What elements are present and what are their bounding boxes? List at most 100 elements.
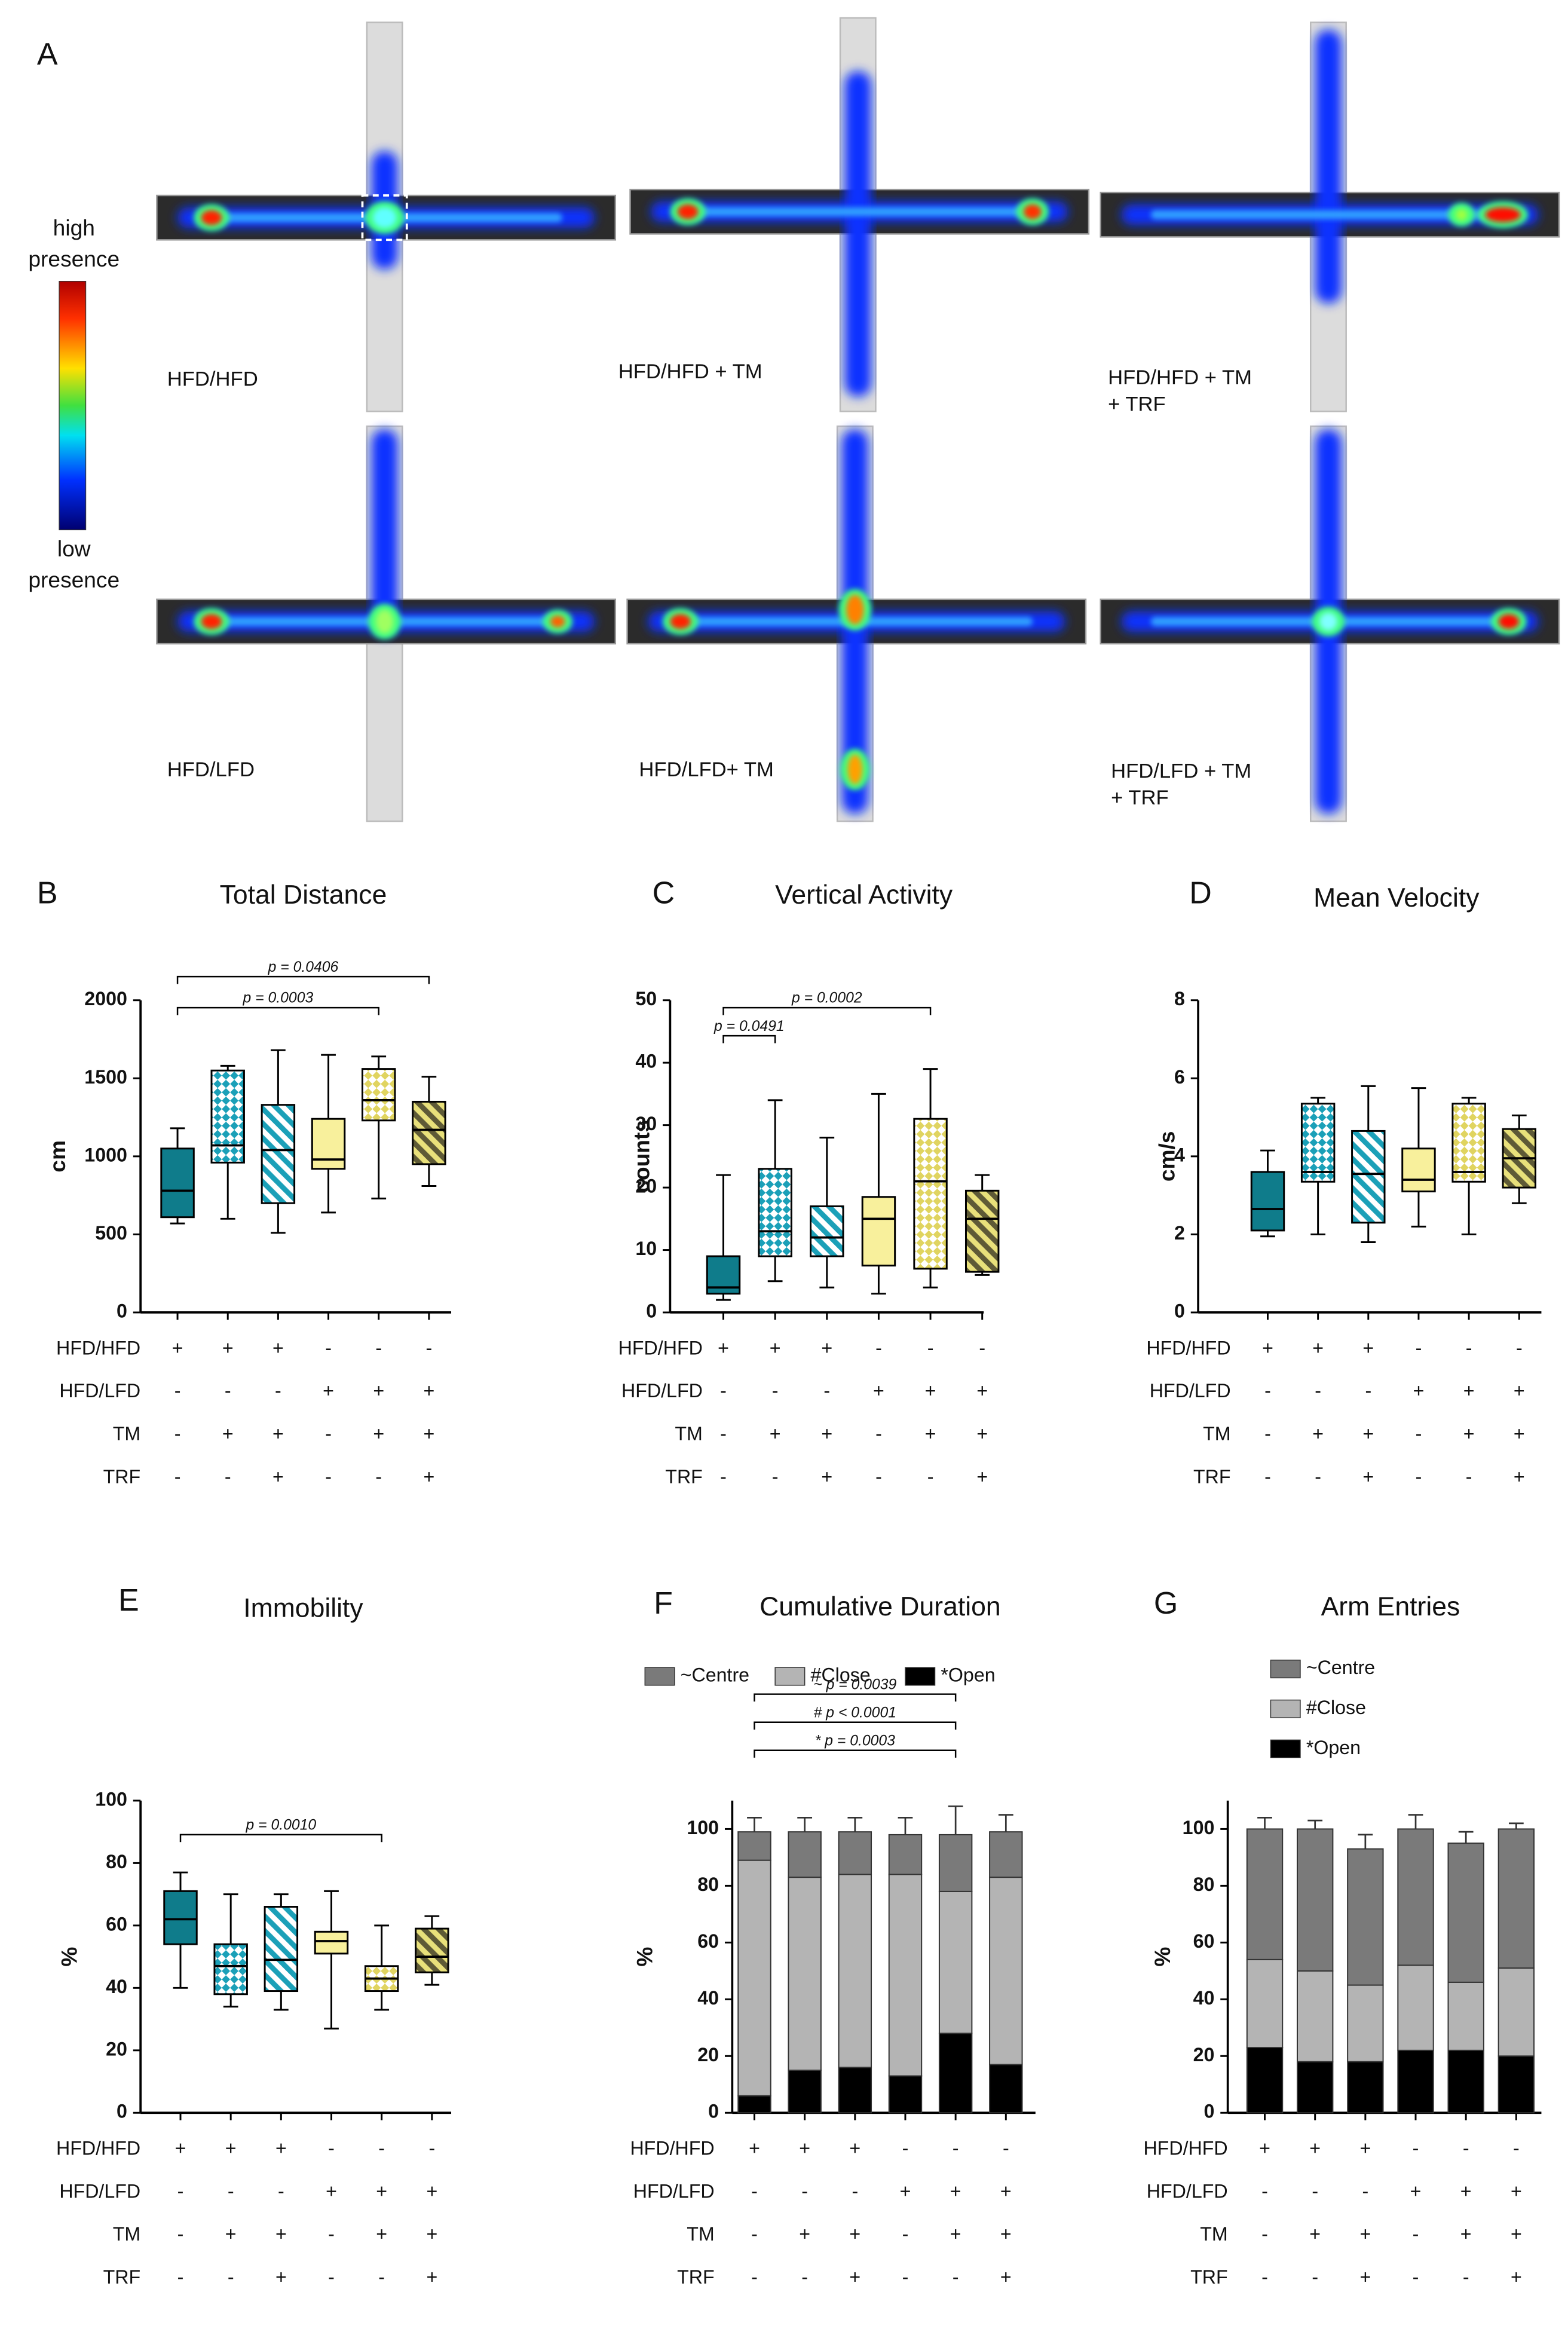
group-mark: - bbox=[801, 2266, 808, 2288]
bar-segment bbox=[1347, 1848, 1384, 1986]
group-mark: + bbox=[275, 2138, 287, 2159]
box bbox=[163, 1890, 198, 1945]
group-row-label: HFD/LFD bbox=[633, 2180, 715, 2202]
y-tick-label: 40 bbox=[106, 1976, 127, 1997]
presence-hotspot bbox=[550, 616, 565, 628]
group-row-label: TM bbox=[113, 2223, 140, 2245]
group-row-label: TRF bbox=[1193, 1466, 1231, 1488]
group-row-label: TRF bbox=[103, 2266, 141, 2288]
condition-label: HFD/HFD + TM bbox=[1108, 366, 1252, 389]
group-mark: - bbox=[177, 2223, 184, 2245]
group-mark: - bbox=[1261, 2266, 1268, 2288]
bar-segment bbox=[888, 1874, 923, 2077]
box bbox=[314, 1930, 349, 1955]
group-mark: + bbox=[222, 1337, 234, 1358]
bar-segment bbox=[1497, 2055, 1535, 2114]
group-mark: - bbox=[1513, 2138, 1520, 2159]
y-tick-label: 50 bbox=[635, 988, 657, 1009]
legend-swatch bbox=[644, 1667, 675, 1686]
group-row-label: HFD/LFD bbox=[59, 2180, 140, 2202]
y-tick-label: 4 bbox=[1174, 1144, 1185, 1165]
group-mark: - bbox=[375, 1337, 382, 1358]
presence-hotspot bbox=[1319, 613, 1337, 631]
group-mark: + bbox=[1359, 2266, 1371, 2288]
legend-label: *Open bbox=[1306, 1737, 1361, 1758]
y-tick-label: 40 bbox=[635, 1051, 657, 1072]
box bbox=[810, 1205, 844, 1257]
y-tick-label: 100 bbox=[95, 1788, 127, 1810]
group-mark: - bbox=[720, 1380, 727, 1401]
group-mark: - bbox=[225, 1380, 231, 1401]
legend-high: presence bbox=[28, 246, 120, 271]
heatmap bbox=[156, 425, 617, 822]
presence-hotspot bbox=[847, 754, 863, 785]
group-mark: - bbox=[772, 1380, 779, 1401]
group-mark: - bbox=[751, 2266, 758, 2288]
group-mark: - bbox=[801, 2180, 808, 2202]
legend-label: ~Centre bbox=[681, 1664, 749, 1685]
group-mark: + bbox=[1514, 1466, 1525, 1488]
presence-hotspot bbox=[670, 614, 691, 629]
box bbox=[758, 1168, 792, 1257]
significance-label: p = 0.0003 bbox=[243, 990, 314, 1006]
y-tick-label: 1000 bbox=[84, 1144, 127, 1165]
group-mark: + bbox=[423, 1380, 434, 1401]
y-tick-label: 60 bbox=[697, 1930, 719, 1952]
bar-segment bbox=[737, 2095, 771, 2114]
group-mark: - bbox=[378, 2138, 385, 2159]
bar-segment bbox=[788, 1831, 822, 1878]
bar-segment bbox=[1397, 1828, 1434, 1966]
group-mark: - bbox=[720, 1466, 727, 1488]
condition-label: HFD/HFD + TM bbox=[618, 360, 762, 383]
group-row-label: HFD/LFD bbox=[1147, 2180, 1228, 2202]
bar-segment bbox=[938, 1834, 973, 1892]
group-mark: + bbox=[426, 2266, 437, 2288]
group-mark: - bbox=[225, 1466, 231, 1488]
y-tick-label: 80 bbox=[106, 1851, 127, 1872]
group-mark: + bbox=[925, 1380, 936, 1401]
y-axis-label: % bbox=[57, 1947, 82, 1967]
heatmap bbox=[1100, 425, 1560, 822]
group-mark: - bbox=[1413, 2138, 1419, 2159]
group-mark: + bbox=[272, 1337, 284, 1358]
condition-label: HFD/HFD bbox=[167, 368, 258, 391]
group-mark: - bbox=[378, 2266, 385, 2288]
group-mark: - bbox=[1003, 2138, 1009, 2159]
box bbox=[412, 1100, 446, 1165]
group-mark: + bbox=[821, 1423, 832, 1444]
group-mark: + bbox=[770, 1337, 781, 1358]
bar-segment bbox=[938, 1890, 973, 2034]
legend-low: low bbox=[57, 536, 91, 561]
y-tick-label: 10 bbox=[635, 1238, 657, 1259]
bar-segment bbox=[1347, 2061, 1384, 2114]
significance-bracket bbox=[176, 1006, 379, 1015]
condition-label: + TRF bbox=[1111, 786, 1169, 809]
y-axis-label: counts bbox=[629, 1120, 654, 1193]
chart: F Cumulative Duration% 0 20 40 60 80 100 HFD/HFD… bbox=[630, 1586, 1036, 2288]
chart-title: Vertical Activity bbox=[775, 880, 953, 910]
group-mark: + bbox=[749, 2138, 760, 2159]
group-mark: + bbox=[1413, 1380, 1425, 1401]
y-axis-label: cm/s bbox=[1154, 1131, 1179, 1182]
group-mark: + bbox=[1362, 1337, 1374, 1358]
panel-label: A bbox=[37, 37, 58, 72]
y-tick-label: 60 bbox=[106, 1913, 127, 1935]
y-tick-label: 20 bbox=[1193, 2044, 1215, 2065]
legend-swatch bbox=[905, 1667, 936, 1686]
group-mark: + bbox=[1463, 1380, 1475, 1401]
group-mark: - bbox=[1413, 2266, 1419, 2288]
group-mark: - bbox=[1463, 2266, 1469, 2288]
group-mark: + bbox=[1309, 2223, 1321, 2245]
bar-segment bbox=[1447, 1981, 1484, 2051]
group-mark: + bbox=[225, 2223, 237, 2245]
group-mark: + bbox=[821, 1466, 832, 1488]
chart-title: Cumulative Duration bbox=[760, 1592, 1001, 1621]
group-mark: + bbox=[799, 2138, 810, 2159]
group-mark: - bbox=[228, 2180, 234, 2202]
box bbox=[362, 1068, 396, 1122]
presence-hotspot bbox=[372, 207, 397, 228]
significance-label: ~ p = 0.0039 bbox=[813, 1676, 896, 1693]
y-tick-label: 100 bbox=[687, 1817, 719, 1838]
group-mark: - bbox=[1315, 1380, 1321, 1401]
